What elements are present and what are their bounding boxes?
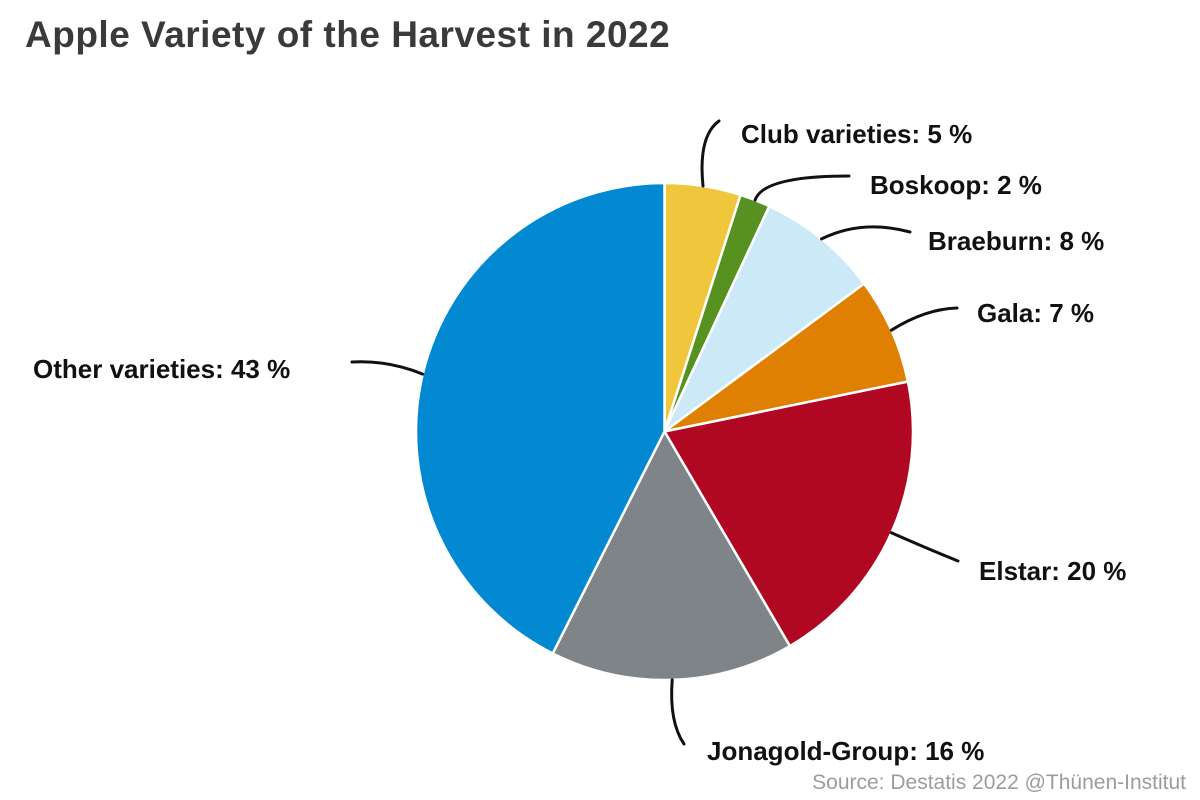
slice-leader-other-varieties [350,360,425,376]
slice-label-jonagold-group: Jonagold-Group: 16 % [707,736,984,766]
slice-leader-elstar [889,531,960,563]
slice-leader-jonagold-group [670,678,686,746]
slice-label-elstar: Elstar: 20 % [979,556,1126,586]
slice-label-braeburn: Braeburn: 8 % [928,226,1104,256]
slice-labels: Club varieties: 5 % Boskoop: 2 % Braeburn:… [33,119,1126,766]
slice-label-gala: Gala: 7 % [977,298,1094,328]
chart-title: Apple Variety of the Harvest in 2022 [25,14,671,55]
slice-label-other-varieties: Other varieties: 43 % [33,354,290,384]
slice-leader-club-varieties [700,119,721,188]
leader-lines [350,119,960,746]
slice-label-boskoop: Boskoop: 2 % [870,170,1042,200]
slice-label-club-varieties: Club varieties: 5 % [741,119,972,149]
pie-slices [414,181,915,682]
slice-leader-boskoop [753,174,851,202]
slice-leader-gala [889,306,959,332]
source-attribution: Source: Destatis 2022 @Thünen-Institut [812,771,1186,794]
slice-leader-braeburn [820,225,912,241]
